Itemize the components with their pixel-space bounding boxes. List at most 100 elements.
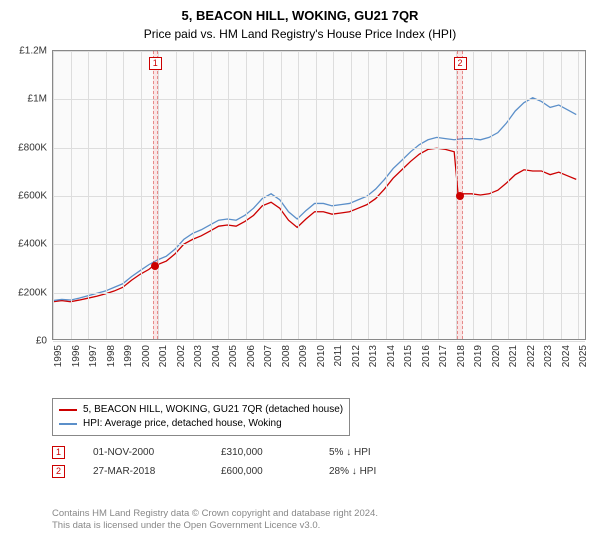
x-tick-label: 2009 [298,345,309,367]
legend-row: HPI: Average price, detached house, Woki… [59,417,343,431]
y-gridline [53,51,585,52]
y-gridline [53,341,585,342]
x-gridline [578,51,579,339]
legend-row: 5, BEACON HILL, WOKING, GU21 7QR (detach… [59,403,343,417]
x-gridline [386,51,387,339]
x-tick-label: 2010 [316,345,327,367]
y-gridline [53,293,585,294]
x-gridline [246,51,247,339]
y-gridline [53,99,585,100]
y-tick-label: £400K [18,239,47,250]
x-gridline [561,51,562,339]
x-gridline [316,51,317,339]
x-gridline [508,51,509,339]
x-tick-label: 2011 [333,345,344,367]
x-gridline [403,51,404,339]
x-gridline [263,51,264,339]
x-tick-label: 2012 [351,345,362,367]
x-gridline [123,51,124,339]
transaction-row: 227-MAR-2018£600,00028% ↓ HPI [52,465,376,478]
x-gridline [106,51,107,339]
x-tick-label: 2018 [456,345,467,367]
x-tick-label: 2017 [438,345,449,367]
y-tick-label: £600K [18,191,47,202]
chart-subtitle: Price paid vs. HM Land Registry's House … [0,23,600,47]
footer-line-2: This data is licensed under the Open Gov… [52,520,378,532]
x-gridline [141,51,142,339]
x-tick-label: 2024 [561,345,572,367]
y-gridline [53,196,585,197]
x-gridline [333,51,334,339]
x-tick-label: 1995 [53,345,64,367]
x-tick-label: 2022 [526,345,537,367]
x-tick-label: 2008 [281,345,292,367]
transaction-row-marker: 2 [52,465,65,478]
transaction-price: £310,000 [221,447,301,458]
chart-svg [53,51,585,339]
x-gridline [421,51,422,339]
transaction-price: £600,000 [221,466,301,477]
legend-swatch [59,409,77,411]
x-tick-label: 2023 [543,345,554,367]
x-tick-label: 2005 [228,345,239,367]
x-tick-label: 2002 [176,345,187,367]
event-band [153,51,158,339]
transaction-row-marker: 1 [52,446,65,459]
transaction-point [456,192,464,200]
x-gridline [176,51,177,339]
x-tick-label: 2004 [211,345,222,367]
chart-container: 5, BEACON HILL, WOKING, GU21 7QR Price p… [0,0,600,560]
x-tick-label: 2019 [473,345,484,367]
y-tick-label: £1.2M [19,46,47,57]
x-gridline [473,51,474,339]
transaction-point [151,262,159,270]
y-tick-label: £800K [18,142,47,153]
x-tick-label: 2025 [578,345,589,367]
x-gridline [228,51,229,339]
x-gridline [88,51,89,339]
x-tick-label: 2006 [246,345,257,367]
transaction-row: 101-NOV-2000£310,0005% ↓ HPI [52,446,376,459]
x-tick-label: 2016 [421,345,432,367]
footer-line-1: Contains HM Land Registry data © Crown c… [52,508,378,520]
x-tick-label: 2015 [403,345,414,367]
x-tick-label: 1999 [123,345,134,367]
y-gridline [53,148,585,149]
event-marker: 2 [454,57,467,70]
x-gridline [193,51,194,339]
y-tick-label: £200K [18,287,47,298]
x-tick-label: 2007 [263,345,274,367]
x-tick-label: 2020 [491,345,502,367]
y-gridline [53,244,585,245]
x-tick-label: 2021 [508,345,519,367]
legend-label: 5, BEACON HILL, WOKING, GU21 7QR (detach… [83,403,343,417]
x-gridline [211,51,212,339]
transaction-date: 01-NOV-2000 [93,447,193,458]
x-tick-label: 2014 [386,345,397,367]
legend-swatch [59,423,77,425]
transaction-rows: 101-NOV-2000£310,0005% ↓ HPI227-MAR-2018… [52,446,376,484]
x-tick-label: 2001 [158,345,169,367]
chart-plot-area: £0£200K£400K£600K£800K£1M£1.2M1995199619… [52,50,586,340]
event-marker: 1 [149,57,162,70]
series-price_paid [53,148,576,302]
chart-title: 5, BEACON HILL, WOKING, GU21 7QR [0,0,600,23]
x-tick-label: 1996 [71,345,82,367]
x-tick-label: 2013 [368,345,379,367]
x-gridline [158,51,159,339]
x-tick-label: 1998 [106,345,117,367]
x-gridline [281,51,282,339]
x-tick-label: 1997 [88,345,99,367]
footer-text: Contains HM Land Registry data © Crown c… [52,508,378,533]
x-gridline [526,51,527,339]
legend-label: HPI: Average price, detached house, Woki… [83,417,282,431]
x-gridline [53,51,54,339]
x-gridline [438,51,439,339]
x-gridline [491,51,492,339]
y-tick-label: £0 [36,336,47,347]
transaction-pct: 28% ↓ HPI [329,466,376,477]
x-gridline [351,51,352,339]
legend-box: 5, BEACON HILL, WOKING, GU21 7QR (detach… [52,398,350,436]
series-hpi [53,98,576,301]
x-gridline [543,51,544,339]
